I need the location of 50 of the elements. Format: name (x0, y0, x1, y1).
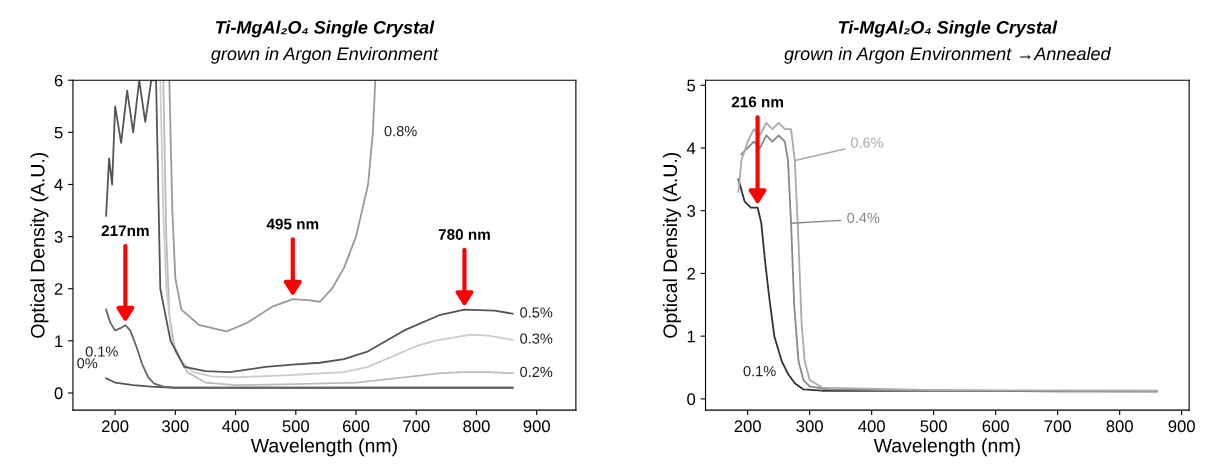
x-tick-label: 400 (222, 420, 249, 433)
y-axis-title: Optical Density (A.U.) (30, 152, 49, 338)
y-tick-label: 3 (54, 231, 63, 243)
x-tick-label: 900 (1168, 420, 1195, 433)
y-axis-title: Optical Density (A.U.) (662, 152, 681, 338)
y-tick-label: 4 (686, 142, 696, 155)
y-tick-label: 4 (54, 179, 63, 191)
y-tick-label: 0 (54, 387, 63, 400)
y-tick-label: 1 (55, 335, 63, 347)
legend-label: 0.4% (847, 212, 880, 223)
chart-title: Ti-MgAl₂O₄ Single Crystal (838, 20, 1058, 38)
annotation: 217nm (101, 225, 149, 236)
x-tick-label: 200 (102, 420, 129, 433)
series-label: 0.3% (520, 333, 553, 344)
x-tick-label: 200 (734, 420, 761, 433)
series-label: 0.1% (85, 346, 118, 357)
y-tick-label: 2 (54, 283, 63, 295)
y-tick-label: 0 (687, 393, 696, 406)
x-tick-label: 700 (1044, 420, 1071, 433)
y-tick-label: 3 (687, 205, 696, 217)
x-tick-label: 400 (858, 420, 885, 433)
x-tick-label: 700 (403, 420, 430, 433)
x-tick-label: 800 (1106, 420, 1133, 433)
x-tick-label: 300 (162, 420, 189, 433)
y-tick-label: 5 (687, 79, 696, 92)
x-tick-label: 800 (463, 420, 490, 433)
series-label: 0% (77, 358, 98, 369)
y-tick-label: 1 (687, 330, 695, 343)
y-tick-label: 6 (54, 74, 63, 87)
annotation: 780 nm (438, 229, 490, 240)
series-label: 0.2% (520, 366, 553, 378)
y-tick-label: 5 (54, 126, 63, 139)
series-label: 0.1% (743, 365, 776, 377)
chart-title: Ti-MgAl₂O₄ Single Crystal (215, 20, 435, 38)
text: 0.6% (850, 137, 884, 148)
x-tick-label: 500 (282, 420, 310, 433)
series-label: 0.8% (384, 125, 417, 137)
x-tick-label: 600 (982, 420, 1009, 433)
y-tick-label: 2 (687, 267, 695, 280)
x-axis-title: Wavelength (nm) (873, 438, 1020, 457)
x-tick-label: 300 (796, 420, 823, 433)
chart-subtitle: grown in Argon Environment →Annealed (784, 46, 1112, 64)
x-tick-label: 900 (523, 420, 550, 433)
annotation: 216 nm (731, 96, 783, 108)
x-axis-title: Wavelength (nm) (250, 438, 397, 457)
series-label: 0.5% (520, 307, 553, 318)
x-tick-label: 500 (920, 420, 947, 433)
annotation: 495 nm (266, 218, 319, 230)
x-tick-label: 600 (342, 420, 370, 433)
chart-subtitle: grown in Argon Environment (210, 46, 439, 64)
